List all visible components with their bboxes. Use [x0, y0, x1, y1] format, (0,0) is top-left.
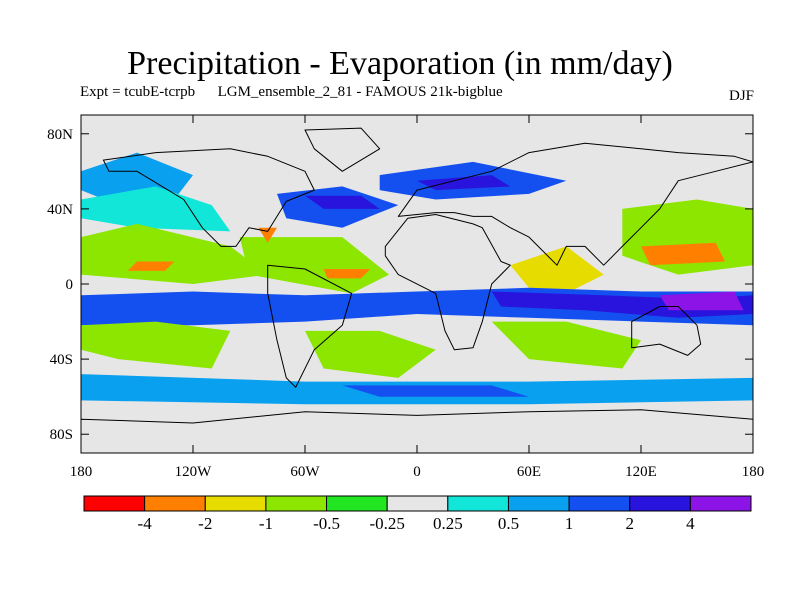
- y-tick-label: 40N: [47, 202, 73, 218]
- chart-title: Precipitation - Evaporation (in mm/day): [127, 45, 673, 82]
- colorbar-swatch: [507, 495, 570, 512]
- y-tick-label: 40S: [50, 352, 73, 368]
- colorbar-label: -1: [259, 514, 273, 533]
- field-region-west-pacific-core: [641, 242, 725, 266]
- x-tick-label: 0: [413, 464, 421, 480]
- x-tick-label: 60W: [290, 464, 320, 480]
- coastline-eurasia: [397, 142, 753, 266]
- coastline-antarctica: [81, 409, 753, 453]
- field-region-north-pacific-dry: [81, 223, 268, 284]
- x-tick-label: 120E: [625, 464, 657, 480]
- colorbar-label: -0.25: [369, 514, 404, 533]
- coastline-greenland: [304, 127, 381, 172]
- colorbar-label: 4: [686, 514, 695, 533]
- colorbar-swatch: [326, 495, 388, 512]
- colorbar: -4 -2 -1 -0.5 -0.25 0.25 0.5 1 2 4: [83, 495, 752, 533]
- coastlines: [81, 127, 753, 453]
- field-region-eurasia-core: [417, 175, 511, 191]
- x-tick-label: 180: [70, 464, 93, 480]
- coastline-south-america: [267, 264, 353, 388]
- field-region-north-pacific-moist: [81, 186, 231, 232]
- coastline-australia: [631, 306, 702, 356]
- field-region-indian-ocean-dry: [510, 246, 604, 294]
- colorbar-label: 0.5: [498, 514, 519, 533]
- colorbar-swatch: [447, 495, 509, 512]
- field-region-equatorial-core: [491, 291, 753, 318]
- x-tick-label: 120W: [175, 464, 213, 480]
- field-region-gulf-mexico-dry: [258, 227, 277, 243]
- x-tick-label: 180: [742, 464, 765, 480]
- field-region-southern-ocean-core: [342, 385, 529, 397]
- field-region-south-pacific-dry: [81, 321, 231, 369]
- field-region-atlantic-dry-band: [239, 237, 389, 294]
- colorbar-swatch: [386, 495, 449, 512]
- colorbar-swatch: [629, 495, 691, 512]
- colorbar-swatch: [144, 495, 206, 512]
- colorbar-label: -0.5: [313, 514, 340, 533]
- x-tick-label: 60E: [517, 464, 541, 480]
- field-region-south-atlantic-dry: [305, 330, 436, 378]
- field-region-north-atlantic-core: [305, 195, 380, 209]
- colorbar-swatch: [204, 495, 267, 512]
- field-region-equatorial-peak: [659, 291, 744, 311]
- colorbar-swatch: [568, 495, 631, 512]
- y-tick-label: 80S: [50, 427, 73, 443]
- field-region-north-pacific-core: [127, 261, 175, 271]
- field-region-south-indian-dry: [491, 321, 641, 369]
- season-label: DJF: [728, 88, 754, 104]
- colorbar-label: 0.25: [433, 514, 463, 533]
- colorbar-swatch: [689, 495, 752, 512]
- colorbar-label: -4: [138, 514, 153, 533]
- experiment-subtitle: Expt = tcubE-tcrpb LGM_ensemble_2_81 - F…: [80, 84, 503, 100]
- colorbar-swatch: [83, 495, 146, 512]
- coastline-africa: [384, 214, 511, 351]
- axis-ticks: 180 120W 60W 0 60E 120E 180 80N 40N 0 40S 80S: [47, 115, 764, 480]
- colorbar-label: 1: [565, 514, 574, 533]
- colorbar-swatch: [265, 495, 328, 512]
- y-tick-label: 80N: [47, 127, 73, 143]
- field-region-atlantic-dry-core: [323, 269, 371, 279]
- y-tick-label: 0: [66, 277, 74, 293]
- contour-field: [81, 152, 753, 405]
- colorbar-label: 2: [625, 514, 634, 533]
- coastline-north-america: [102, 148, 315, 247]
- colorbar-label: -2: [198, 514, 212, 533]
